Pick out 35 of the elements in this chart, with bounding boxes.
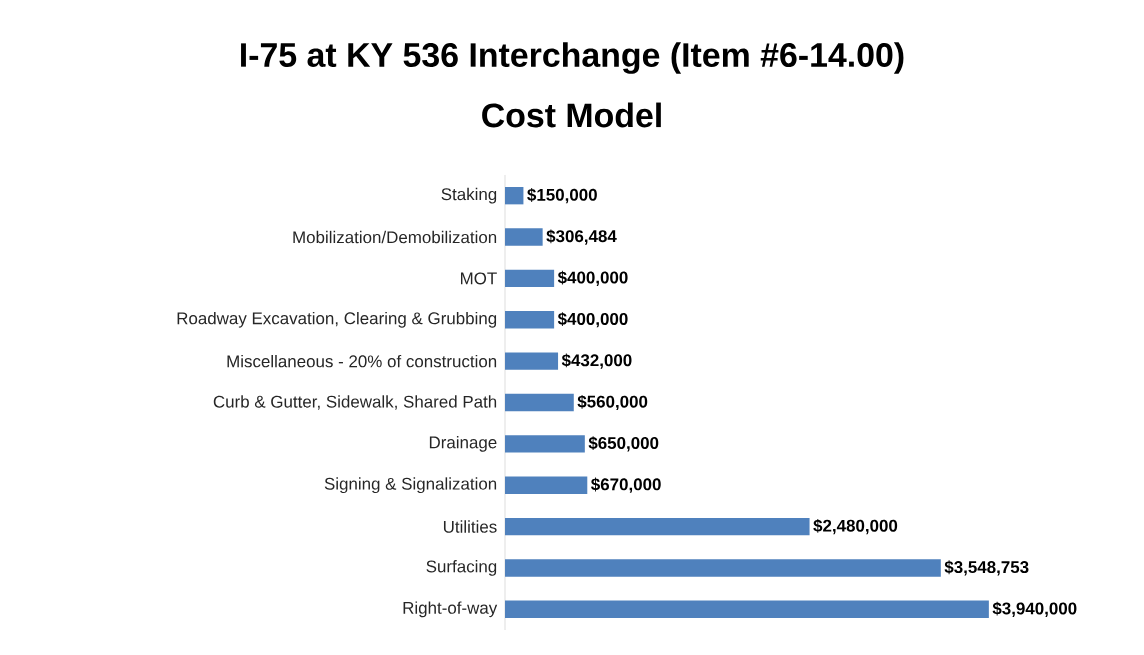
bar: [505, 559, 941, 577]
bar: [505, 269, 555, 288]
bar: [505, 517, 810, 536]
y-tick-label: Mobilization/Demobilization: [293, 230, 497, 244]
bar: [505, 311, 555, 329]
y-tick-label: Staking: [441, 187, 497, 204]
data-label: $670,000: [591, 477, 661, 493]
bar: [505, 186, 524, 205]
bar: [505, 600, 989, 618]
y-tick-label: Drainage: [429, 435, 497, 452]
y-tick-label: Surfacing: [426, 560, 497, 576]
data-label: $306,484: [546, 229, 617, 245]
bar: [505, 435, 585, 453]
bar: [505, 393, 574, 412]
data-label: $400,000: [557, 270, 628, 286]
y-tick-label: Utilities: [443, 520, 497, 533]
y-tick-label: Roadway Excavation, Clearing & Grubbing: [177, 311, 497, 328]
y-tick-label: MOT: [461, 272, 497, 285]
chart-title: I-75 at KY 536 Interchange (Item #6-14.00): [241, 42, 904, 74]
y-tick-label: Right-of-way: [403, 601, 498, 618]
data-label: $3,940,000: [992, 601, 1077, 617]
data-label: $2,480,000: [813, 518, 898, 535]
data-label: $400,000: [557, 312, 628, 328]
bar: [505, 352, 559, 370]
data-label: $3,548,753: [944, 560, 1029, 576]
y-tick-label: Miscellaneous - 20% of construction: [227, 354, 497, 368]
data-label: $432,000: [561, 353, 632, 369]
y-tick-label: Signing & Signalization: [324, 477, 497, 494]
bar: [505, 476, 588, 494]
data-label: $560,000: [577, 394, 648, 411]
chart-subtitle: Cost Model: [482, 102, 661, 128]
data-label: $650,000: [588, 436, 659, 452]
data-label: $150,000: [527, 188, 597, 204]
y-tick-label: Curb & Gutter, Sidewalk, Shared Path: [213, 395, 497, 410]
bar: [505, 228, 543, 246]
